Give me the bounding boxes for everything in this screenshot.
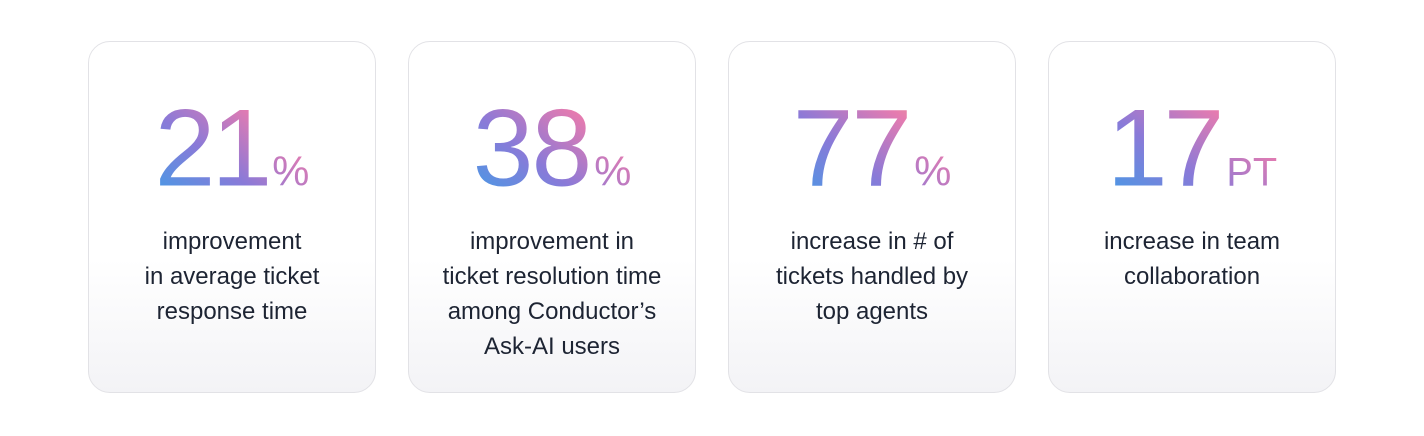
stat-description-line: collaboration: [1123, 263, 1261, 290]
stat-description-line: improvement in: [469, 228, 635, 255]
svg-text:21%: 21%: [155, 88, 310, 194]
svg-text:77%: 77%: [793, 88, 952, 194]
stat-card-team-collaboration: 17 PT increase in team collaboration: [1048, 41, 1336, 393]
stat-description-line: Ask-AI users: [483, 333, 621, 360]
stat-unit: %: [914, 148, 951, 194]
stat-number: 21: [155, 88, 269, 194]
stat-description-line: increase in # of: [790, 228, 954, 255]
svg-text:38%: 38%: [473, 88, 632, 194]
stat-description-line: response time: [156, 298, 308, 325]
stat-card-resolution-time: 38% improvement in ticket resolution tim…: [408, 41, 696, 393]
stat-description-line: top agents: [815, 298, 929, 325]
stat-value: 21%: [155, 88, 310, 194]
stat-description: improvement in ticket resolution time am…: [419, 224, 685, 364]
stat-description-line: among Conductor’s: [447, 298, 657, 325]
stat-unit: %: [594, 148, 631, 194]
stat-card-response-time: 21% improvement in average ticket respon…: [88, 41, 376, 393]
stat-value: 38%: [473, 88, 632, 194]
stat-unit: %: [272, 148, 309, 194]
stat-number: 77: [793, 88, 911, 194]
stat-description: improvement in average ticket response t…: [99, 224, 365, 329]
stat-card-tickets-handled: 77% increase in # of tickets handled by …: [728, 41, 1016, 393]
stat-description-line: in average ticket: [144, 263, 320, 290]
stat-value: 77%: [793, 88, 952, 194]
stat-description-line: tickets handled by: [775, 263, 969, 290]
stat-number: 38: [473, 88, 591, 194]
stat-description-line: improvement: [162, 228, 302, 255]
stat-unit: PT: [1226, 151, 1277, 194]
stat-description-line: increase in team: [1103, 228, 1281, 255]
stat-description: increase in team collaboration: [1059, 224, 1325, 294]
stat-number: 17: [1107, 88, 1221, 194]
stat-description: increase in # of tickets handled by top …: [739, 224, 1005, 329]
stat-description-line: ticket resolution time: [442, 263, 662, 290]
stat-value: 17 PT: [1107, 88, 1277, 194]
